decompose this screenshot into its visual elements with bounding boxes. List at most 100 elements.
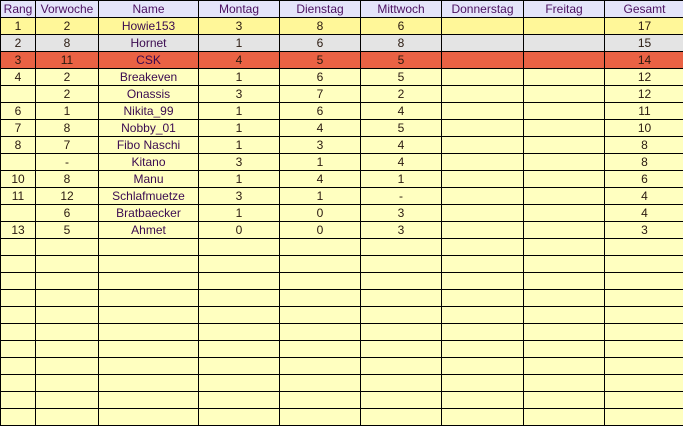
cell-mittwoch[interactable] [361,239,442,256]
cell-mittwoch[interactable] [361,358,442,375]
cell-montag[interactable]: 3 [199,18,280,35]
cell-mittwoch[interactable]: 4 [361,137,442,154]
cell-name[interactable]: Manu [99,171,199,188]
cell-freitag[interactable] [524,324,605,341]
cell-montag[interactable]: 1 [199,103,280,120]
column-header-montag[interactable]: Montag [199,1,280,18]
cell-mittwoch[interactable] [361,307,442,324]
cell-name[interactable] [99,341,199,358]
cell-montag[interactable] [199,358,280,375]
column-header-vorwoche[interactable]: Vorwoche [36,1,99,18]
cell-dienstag[interactable]: 6 [280,103,361,120]
cell-vorwoche[interactable] [36,273,99,290]
cell-name[interactable] [99,290,199,307]
cell-gesamt[interactable] [605,375,683,392]
cell-freitag[interactable] [524,137,605,154]
cell-donnerstag[interactable] [442,222,524,239]
cell-gesamt[interactable] [605,256,683,273]
cell-donnerstag[interactable] [442,392,524,409]
cell-vorwoche[interactable] [36,358,99,375]
cell-freitag[interactable] [524,341,605,358]
cell-donnerstag[interactable] [442,188,524,205]
cell-freitag[interactable] [524,69,605,86]
cell-vorwoche[interactable] [36,239,99,256]
cell-donnerstag[interactable] [442,69,524,86]
cell-dienstag[interactable] [280,341,361,358]
cell-vorwoche[interactable]: 8 [36,171,99,188]
cell-name[interactable]: CSK [99,52,199,69]
cell-gesamt[interactable] [605,307,683,324]
cell-donnerstag[interactable] [442,171,524,188]
cell-montag[interactable] [199,256,280,273]
cell-freitag[interactable] [524,18,605,35]
cell-vorwoche[interactable]: 2 [36,18,99,35]
cell-rang[interactable]: 3 [1,52,36,69]
cell-mittwoch[interactable]: 5 [361,120,442,137]
cell-name[interactable]: Fibo Naschi [99,137,199,154]
cell-mittwoch[interactable]: 1 [361,171,442,188]
cell-montag[interactable]: 1 [199,171,280,188]
cell-vorwoche[interactable] [36,290,99,307]
cell-vorwoche[interactable]: 11 [36,52,99,69]
cell-donnerstag[interactable] [442,154,524,171]
cell-donnerstag[interactable] [442,375,524,392]
cell-gesamt[interactable] [605,273,683,290]
cell-freitag[interactable] [524,307,605,324]
cell-vorwoche[interactable] [36,341,99,358]
cell-donnerstag[interactable] [442,358,524,375]
cell-montag[interactable] [199,239,280,256]
cell-dienstag[interactable] [280,239,361,256]
cell-montag[interactable]: 1 [199,35,280,52]
cell-freitag[interactable] [524,392,605,409]
cell-freitag[interactable] [524,103,605,120]
cell-mittwoch[interactable] [361,273,442,290]
cell-name[interactable] [99,375,199,392]
cell-dienstag[interactable] [280,358,361,375]
cell-gesamt[interactable]: 8 [605,154,683,171]
cell-mittwoch[interactable]: 3 [361,205,442,222]
cell-freitag[interactable] [524,154,605,171]
cell-name[interactable] [99,358,199,375]
cell-dienstag[interactable] [280,375,361,392]
cell-dienstag[interactable] [280,307,361,324]
cell-montag[interactable]: 1 [199,69,280,86]
cell-rang[interactable]: 13 [1,222,36,239]
cell-freitag[interactable] [524,188,605,205]
cell-mittwoch[interactable]: 5 [361,52,442,69]
cell-freitag[interactable] [524,52,605,69]
cell-donnerstag[interactable] [442,205,524,222]
cell-gesamt[interactable]: 15 [605,35,683,52]
cell-name[interactable]: Howie153 [99,18,199,35]
cell-rang[interactable]: 10 [1,171,36,188]
cell-mittwoch[interactable]: 8 [361,35,442,52]
cell-dienstag[interactable]: 6 [280,35,361,52]
cell-montag[interactable] [199,273,280,290]
cell-gesamt[interactable] [605,392,683,409]
cell-name[interactable] [99,239,199,256]
cell-montag[interactable]: 3 [199,86,280,103]
cell-montag[interactable] [199,392,280,409]
cell-vorwoche[interactable] [36,324,99,341]
cell-rang[interactable] [1,290,36,307]
cell-name[interactable]: Ahmet [99,222,199,239]
cell-vorwoche[interactable]: 5 [36,222,99,239]
cell-mittwoch[interactable]: 6 [361,18,442,35]
cell-rang[interactable]: 8 [1,137,36,154]
cell-name[interactable]: Hornet [99,35,199,52]
cell-dienstag[interactable]: 7 [280,86,361,103]
cell-rang[interactable] [1,375,36,392]
cell-name[interactable]: Breakeven [99,69,199,86]
cell-gesamt[interactable]: 3 [605,222,683,239]
cell-freitag[interactable] [524,86,605,103]
cell-gesamt[interactable]: 14 [605,52,683,69]
cell-rang[interactable] [1,341,36,358]
cell-name[interactable]: Schlafmuetze [99,188,199,205]
cell-mittwoch[interactable] [361,324,442,341]
cell-montag[interactable]: 0 [199,222,280,239]
cell-rang[interactable]: 7 [1,120,36,137]
cell-name[interactable] [99,324,199,341]
cell-montag[interactable] [199,324,280,341]
cell-dienstag[interactable] [280,324,361,341]
cell-freitag[interactable] [524,120,605,137]
cell-name[interactable]: Bratbaecker [99,205,199,222]
